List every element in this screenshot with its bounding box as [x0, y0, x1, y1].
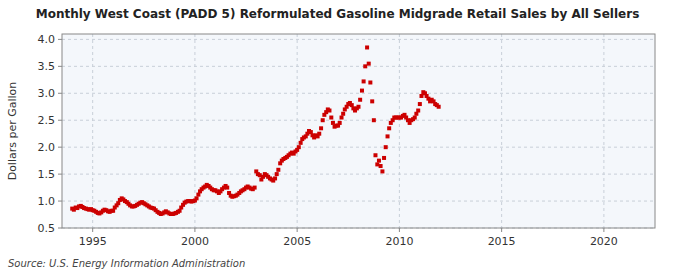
point	[317, 132, 321, 136]
point	[380, 169, 384, 173]
point	[321, 118, 325, 122]
tick-mark	[297, 228, 298, 232]
grid-line	[62, 147, 655, 148]
tick-label: 3.0	[38, 87, 56, 100]
point	[319, 126, 323, 130]
points	[70, 45, 440, 216]
point	[387, 126, 391, 130]
tick-mark	[58, 228, 62, 229]
tick-label: 2010	[385, 235, 413, 248]
chart: 0.5 1.0 1.5 2.0 2.5 3.0 3.5 4.0 1995 2000 2005 2010…	[0, 0, 675, 275]
point	[413, 116, 417, 120]
tick-label: 2020	[590, 235, 618, 248]
grid-line	[297, 34, 298, 228]
annotation: Source: U.S. Energy Information Administ…	[8, 258, 245, 269]
grid-line	[62, 93, 655, 94]
tick-mark	[58, 66, 62, 67]
tick-label: 0.5	[38, 222, 56, 235]
tick-mark	[399, 228, 400, 232]
grid-line	[62, 174, 655, 175]
title: Monthly West Coast (PADD 5) Reformulated…	[36, 7, 640, 21]
grid-line	[62, 201, 655, 202]
point	[362, 79, 366, 83]
point	[368, 81, 372, 85]
tick-mark	[92, 228, 93, 232]
point	[331, 121, 335, 125]
tick-label: 3.5	[38, 60, 56, 73]
point	[373, 153, 377, 157]
tick-label: 2.5	[38, 114, 56, 127]
point	[357, 105, 361, 109]
point	[340, 116, 344, 120]
tick-mark	[501, 228, 502, 232]
point	[358, 98, 362, 102]
point	[338, 121, 342, 125]
point	[273, 176, 277, 180]
tick-label: 1995	[79, 235, 107, 248]
point	[341, 112, 345, 116]
point	[418, 102, 422, 106]
tick-mark	[194, 228, 195, 232]
point	[382, 156, 386, 160]
grid-line	[62, 39, 655, 40]
point	[276, 168, 280, 172]
tick-label: 4.0	[38, 33, 56, 46]
tick-label: 2000	[181, 235, 209, 248]
tick-label: 1.0	[38, 195, 56, 208]
tick-label: 2015	[488, 235, 516, 248]
point	[299, 141, 303, 145]
grid-line	[603, 34, 604, 228]
axes: 0.5 1.0 1.5 2.0 2.5 3.0 3.5 4.0 1995 2000 2005 2010…	[38, 33, 618, 248]
tick-mark	[58, 201, 62, 202]
tick-mark	[58, 120, 62, 121]
grid	[62, 34, 655, 228]
point	[327, 109, 331, 113]
point	[437, 105, 441, 109]
point	[275, 172, 279, 176]
tick-mark	[58, 93, 62, 94]
tick-mark	[603, 228, 604, 232]
point	[329, 116, 333, 120]
tick-label: 1.5	[38, 168, 56, 181]
plot-area	[62, 34, 655, 228]
grid-line	[62, 120, 655, 121]
point	[386, 134, 390, 138]
point	[360, 89, 364, 93]
point	[372, 118, 376, 122]
point	[363, 64, 367, 68]
tick-label: 2.0	[38, 141, 56, 154]
point	[379, 164, 383, 168]
point	[367, 62, 371, 66]
point	[419, 94, 423, 98]
point	[365, 45, 369, 49]
point	[377, 159, 381, 163]
plot-frame	[62, 34, 655, 228]
point	[416, 109, 420, 113]
point	[253, 186, 257, 190]
point	[384, 145, 388, 149]
grid-line	[92, 34, 93, 228]
tick-mark	[58, 147, 62, 148]
point	[225, 186, 229, 190]
tick-label: 2005	[283, 235, 311, 248]
grid-line	[501, 34, 502, 228]
grid-line	[62, 66, 655, 67]
point	[297, 145, 301, 149]
grid-line	[399, 34, 400, 228]
y-axis-label: Dollars per Gallon	[6, 82, 19, 181]
tick-mark	[58, 174, 62, 175]
point	[195, 196, 199, 200]
tick-mark	[58, 39, 62, 40]
point	[370, 99, 374, 103]
